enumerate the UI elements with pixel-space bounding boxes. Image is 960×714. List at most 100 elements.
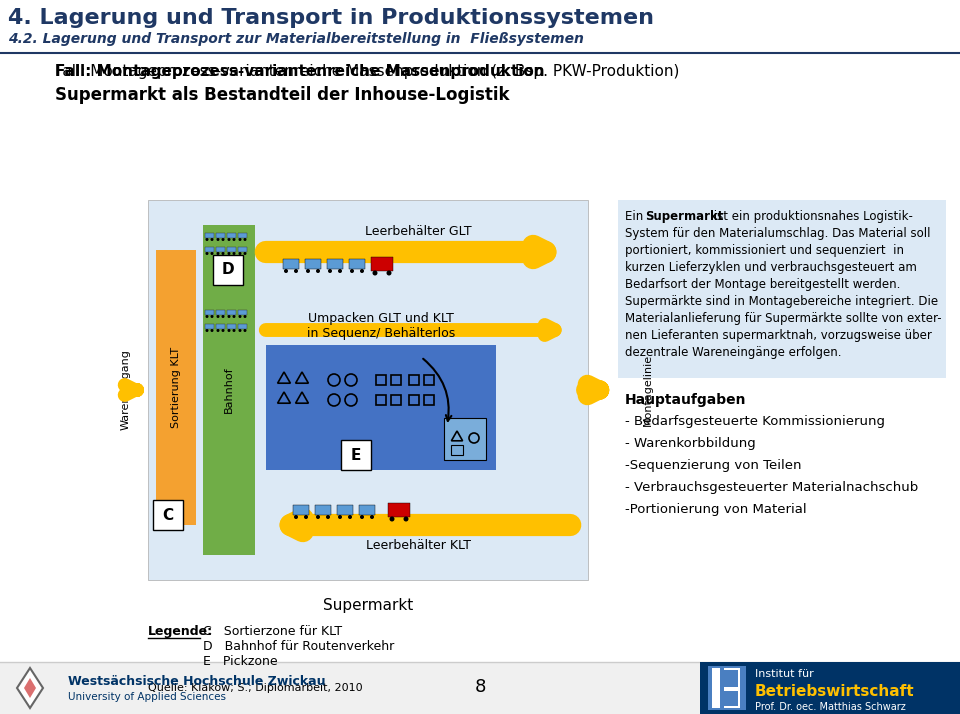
Bar xyxy=(424,375,434,385)
Circle shape xyxy=(238,329,242,332)
Text: Legende:: Legende: xyxy=(148,625,213,638)
Text: Sortierung KLT: Sortierung KLT xyxy=(171,347,181,428)
Circle shape xyxy=(338,515,342,519)
Circle shape xyxy=(294,515,298,519)
Circle shape xyxy=(205,252,208,255)
Bar xyxy=(238,233,247,238)
Bar xyxy=(409,395,419,405)
Bar xyxy=(444,418,486,460)
Bar xyxy=(227,324,236,329)
Text: System für den Materialumschlag. Das Material soll: System für den Materialumschlag. Das Mat… xyxy=(625,227,930,240)
Bar xyxy=(337,505,353,515)
Text: -Portionierung von Material: -Portionierung von Material xyxy=(625,503,806,516)
Text: University of Applied Sciences: University of Applied Sciences xyxy=(68,692,226,702)
Circle shape xyxy=(316,515,320,519)
Text: 4. Lagerung und Transport in Produktionssystemen: 4. Lagerung und Transport in Produktions… xyxy=(8,8,654,28)
Text: E   Pickzone: E Pickzone xyxy=(203,655,277,668)
Bar xyxy=(708,666,746,710)
Circle shape xyxy=(210,252,213,255)
Bar xyxy=(724,668,740,708)
Bar xyxy=(315,505,331,515)
Text: Wareneingang: Wareneingang xyxy=(121,350,131,431)
Circle shape xyxy=(304,515,308,519)
Text: - Bedarfsgesteuerte Kommissionierung: - Bedarfsgesteuerte Kommissionierung xyxy=(625,415,885,428)
Bar xyxy=(391,395,401,405)
Circle shape xyxy=(284,269,288,273)
Text: Supermärkte sind in Montagebereiche integriert. Die: Supermärkte sind in Montagebereiche inte… xyxy=(625,295,938,308)
Bar xyxy=(227,247,236,252)
Bar xyxy=(349,259,365,269)
Text: Bahnhof: Bahnhof xyxy=(224,367,234,413)
Bar xyxy=(227,233,236,238)
Bar xyxy=(0,662,960,714)
Bar xyxy=(341,440,371,470)
Text: - Warenkorbbildung: - Warenkorbbildung xyxy=(625,437,756,450)
Circle shape xyxy=(217,238,220,241)
Text: Supermarkt: Supermarkt xyxy=(323,598,413,613)
Circle shape xyxy=(232,315,235,318)
Text: Umpacken GLT und KLT
in Sequenz/ Behälterlos: Umpacken GLT und KLT in Sequenz/ Behälte… xyxy=(307,312,455,340)
Circle shape xyxy=(244,329,247,332)
Text: D   Bahnhof für Routenverkehr: D Bahnhof für Routenverkehr xyxy=(203,640,395,653)
Circle shape xyxy=(350,269,354,273)
Text: C   Sortierzone für KLT: C Sortierzone für KLT xyxy=(203,625,342,638)
Text: Fall: Montageprozess-variantenreiche Massenproduktion: Fall: Montageprozess-variantenreiche Mas… xyxy=(55,64,544,79)
Polygon shape xyxy=(24,678,36,698)
Circle shape xyxy=(244,315,247,318)
Text: Westsächsische Hochschule Zwickau: Westsächsische Hochschule Zwickau xyxy=(68,675,325,688)
Circle shape xyxy=(244,252,247,255)
Bar xyxy=(283,259,299,269)
Bar xyxy=(359,505,375,515)
Text: Fall: Montageprozess-variantenreiche Massenproduktion (z. Bsp. PKW-Produktion): Fall: Montageprozess-variantenreiche Mas… xyxy=(55,64,680,79)
Circle shape xyxy=(294,269,298,273)
Circle shape xyxy=(328,269,332,273)
Text: portioniert, kommissioniert und sequenziert  in: portioniert, kommissioniert und sequenzi… xyxy=(625,244,904,257)
Circle shape xyxy=(222,238,225,241)
Circle shape xyxy=(370,515,374,519)
Bar xyxy=(216,233,225,238)
Text: Institut für: Institut für xyxy=(755,669,814,679)
Text: E: E xyxy=(350,448,361,463)
Circle shape xyxy=(360,515,364,519)
Circle shape xyxy=(228,252,230,255)
Bar xyxy=(391,375,401,385)
Text: D: D xyxy=(222,263,234,278)
Text: nen Lieferanten supermarktnah, vorzugsweise über: nen Lieferanten supermarktnah, vorzugswe… xyxy=(625,329,932,342)
Circle shape xyxy=(232,329,235,332)
Bar xyxy=(238,324,247,329)
Text: C: C xyxy=(162,508,174,523)
Text: Ein: Ein xyxy=(625,210,647,223)
Text: - Verbrauchsgesteuerter Materialnachschub: - Verbrauchsgesteuerter Materialnachschu… xyxy=(625,481,919,494)
Bar xyxy=(371,257,393,271)
Bar xyxy=(238,247,247,252)
Circle shape xyxy=(326,515,330,519)
Bar xyxy=(205,233,214,238)
Circle shape xyxy=(403,516,409,521)
Polygon shape xyxy=(17,668,43,708)
Text: Prof. Dr. oec. Matthias Schwarz: Prof. Dr. oec. Matthias Schwarz xyxy=(755,702,905,712)
Bar xyxy=(700,662,960,714)
Text: dezentrale Wareneingänge erfolgen.: dezentrale Wareneingänge erfolgen. xyxy=(625,346,842,359)
Text: Montagelinie: Montagelinie xyxy=(643,354,653,426)
Bar xyxy=(376,375,386,385)
Bar xyxy=(724,691,738,706)
Text: Betriebswirtschaft: Betriebswirtschaft xyxy=(755,684,915,699)
Circle shape xyxy=(228,329,230,332)
Bar xyxy=(724,670,738,687)
Text: Bedarfsort der Montage bereitgestellt werden.: Bedarfsort der Montage bereitgestellt we… xyxy=(625,278,900,291)
Bar xyxy=(203,225,255,555)
Bar xyxy=(376,395,386,405)
Circle shape xyxy=(238,315,242,318)
Circle shape xyxy=(210,238,213,241)
Text: Supermarkt als Bestandteil der Inhouse-Logistik: Supermarkt als Bestandteil der Inhouse-L… xyxy=(55,86,510,104)
Bar xyxy=(213,255,243,285)
Text: Supermarkt: Supermarkt xyxy=(645,210,724,223)
Bar xyxy=(205,324,214,329)
Text: 4.2. Lagerung und Transport zur Materialbereitstellung in  Fließsystemen: 4.2. Lagerung und Transport zur Material… xyxy=(8,32,584,46)
Circle shape xyxy=(232,238,235,241)
Text: Quelle: Klakow; S.; Diplomarbeit, 2010: Quelle: Klakow; S.; Diplomarbeit, 2010 xyxy=(148,683,363,693)
Bar xyxy=(205,247,214,252)
Bar xyxy=(424,395,434,405)
Bar xyxy=(216,310,225,315)
Circle shape xyxy=(232,252,235,255)
